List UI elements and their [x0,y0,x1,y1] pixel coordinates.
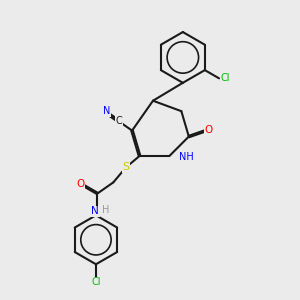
Text: N: N [91,206,99,216]
Text: NH: NH [179,152,194,163]
Text: N: N [103,106,111,116]
Text: C: C [115,116,122,126]
Text: O: O [76,179,85,189]
Text: O: O [205,125,213,135]
Text: Cl: Cl [221,73,230,83]
Text: S: S [122,163,129,172]
Text: Cl: Cl [91,277,101,287]
Text: H: H [102,205,110,215]
